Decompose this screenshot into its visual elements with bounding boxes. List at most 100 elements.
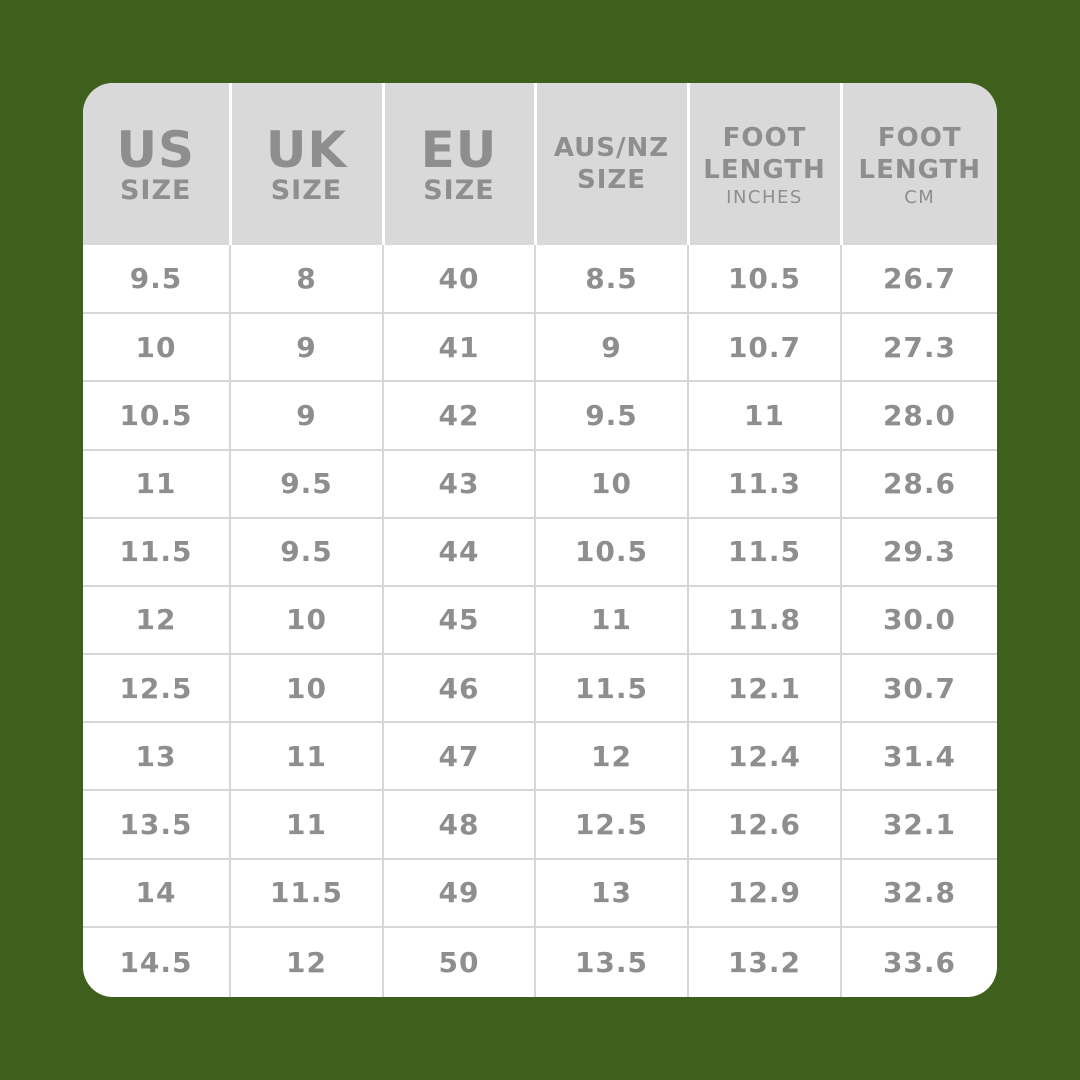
- header-cm-line1: FOOT: [877, 122, 962, 153]
- table-row: 13.5 11 48 12.5 12.6 32.1: [83, 790, 997, 860]
- cell-eu-size: 43: [383, 449, 536, 519]
- cell-us-size: 14.5: [83, 926, 231, 997]
- header-inches-line2: LENGTH: [703, 155, 826, 185]
- cell-eu-size: 41: [383, 313, 536, 383]
- cell-eu-size: 49: [383, 858, 536, 928]
- cell-foot-length-cm: 30.7: [841, 654, 997, 724]
- header-row: US SIZE UK SIZE EU SIZE AUS/NZ SIZE FOOT: [83, 83, 997, 245]
- header-uk-size: UK SIZE: [230, 83, 385, 245]
- header-eu-size: EU SIZE: [383, 83, 537, 245]
- cell-us-size: 11: [83, 449, 231, 519]
- cell-us-size: 12: [83, 585, 231, 656]
- table-row: 9.5 8 40 8.5 10.5 26.7: [83, 245, 997, 315]
- cell-aus-nz-size: 12.5: [535, 790, 689, 860]
- cell-foot-length-inches: 12.4: [688, 722, 842, 792]
- cell-us-size: 13: [83, 722, 231, 792]
- cell-uk-size: 10: [230, 585, 384, 656]
- header-us-size: US SIZE: [83, 83, 232, 245]
- header-uk-sublabel: SIZE: [270, 174, 343, 206]
- cell-aus-nz-size: 12: [535, 722, 689, 792]
- cell-aus-nz-size: 10.5: [535, 517, 689, 587]
- table-body: 9.5 8 40 8.5 10.5 26.7 10 9 41 9 10.7 27…: [83, 245, 997, 997]
- table-row: 10.5 9 42 9.5 11 28.0: [83, 381, 997, 451]
- cell-aus-nz-size: 13.5: [535, 926, 689, 997]
- cell-foot-length-cm: 27.3: [841, 313, 997, 383]
- header-inches-line1: FOOT: [722, 122, 807, 153]
- header-aus-nz-size: AUS/NZ SIZE: [535, 83, 690, 245]
- cell-foot-length-cm: 28.6: [841, 449, 997, 519]
- table-row: 13 11 47 12 12.4 31.4: [83, 722, 997, 792]
- cell-uk-size: 10: [230, 654, 384, 724]
- cell-uk-size: 11: [230, 722, 384, 792]
- cell-uk-size: 9.5: [230, 517, 384, 587]
- header-foot-length-cm: FOOT LENGTH CM: [841, 83, 997, 245]
- header-cm-unit: CM: [904, 186, 936, 208]
- cell-aus-nz-size: 11: [535, 585, 689, 656]
- cell-foot-length-inches: 11.3: [688, 449, 842, 519]
- cell-foot-length-cm: 32.1: [841, 790, 997, 860]
- cell-uk-size: 9: [230, 313, 384, 383]
- cell-foot-length-inches: 13.2: [688, 926, 842, 997]
- cell-foot-length-cm: 26.7: [841, 245, 997, 315]
- size-chart-table: US SIZE UK SIZE EU SIZE AUS/NZ SIZE FOOT: [83, 83, 997, 997]
- cell-foot-length-cm: 33.6: [882, 945, 957, 979]
- cell-eu-size: 46: [383, 654, 536, 724]
- header-foot-length-inches: FOOT LENGTH INCHES: [688, 83, 843, 245]
- cell-eu-size: 47: [383, 722, 536, 792]
- header-eu-sublabel: SIZE: [423, 174, 495, 206]
- header-us-sublabel: SIZE: [119, 174, 192, 206]
- header-aus-sublabel: SIZE: [576, 165, 646, 195]
- cell-us-size: 13.5: [83, 790, 231, 860]
- cell-eu-size: 40: [383, 245, 536, 315]
- cell-us-size: 9.5: [83, 245, 231, 315]
- header-us-label: US: [116, 120, 196, 179]
- cell-foot-length-inches: 12.6: [688, 790, 842, 860]
- cell-uk-size: 12: [230, 926, 384, 997]
- cell-foot-length-inches: 10.5: [688, 245, 842, 315]
- cell-foot-length-inches: 10.7: [688, 313, 842, 383]
- cell-foot-length-cm: 30.0: [841, 585, 997, 656]
- cell-foot-length-inches: 12.1: [688, 654, 842, 724]
- cell-eu-size: 48: [383, 790, 536, 860]
- cell-aus-nz-size: 11.5: [535, 654, 689, 724]
- cell-uk-size: 9: [230, 381, 384, 451]
- cell-uk-size: 11.5: [230, 858, 384, 928]
- cell-foot-length-inches: 11: [688, 381, 842, 451]
- cell-eu-size: 45: [383, 585, 536, 656]
- cell-aus-nz-size: 8.5: [535, 245, 689, 315]
- cell-foot-length-inches: 12.9: [688, 858, 842, 928]
- table-row: 10 9 41 9 10.7 27.3: [83, 313, 997, 383]
- header-aus-label: AUS/NZ: [553, 132, 670, 163]
- table-row: 11 9.5 43 10 11.3 28.6: [83, 449, 997, 519]
- cell-us-size: 14: [83, 858, 231, 928]
- header-cm-line2: LENGTH: [858, 155, 981, 185]
- cell-eu-size: 42: [383, 381, 536, 451]
- table-row: 12.5 10 46 11.5 12.1 30.7: [83, 654, 997, 724]
- header-eu-label: EU: [420, 120, 498, 179]
- cell-aus-nz-size: 9.5: [535, 381, 689, 451]
- cell-uk-size: 11: [230, 790, 384, 860]
- cell-aus-nz-size: 9: [535, 313, 689, 383]
- cell-foot-length-inches: 11.8: [688, 585, 842, 656]
- cell-us-size: 10.5: [83, 381, 231, 451]
- cell-us-size: 11.5: [83, 517, 231, 587]
- table-row: 14 11.5 49 13 12.9 32.8: [83, 858, 997, 928]
- table-row: 11.5 9.5 44 10.5 11.5 29.3: [83, 517, 997, 587]
- cell-uk-size: 9.5: [230, 449, 384, 519]
- cell-foot-length-cm: 29.3: [841, 517, 997, 587]
- cell-foot-length-cm: 32.8: [841, 858, 997, 928]
- cell-eu-size: 44: [383, 517, 536, 587]
- table-header: US SIZE UK SIZE EU SIZE AUS/NZ SIZE FOOT: [83, 83, 997, 245]
- cell-eu-size: 50: [383, 926, 536, 997]
- cell-foot-length-cm: 28.0: [841, 381, 997, 451]
- cell-us-size: 12.5: [83, 654, 231, 724]
- cell-aus-nz-size: 13: [535, 858, 689, 928]
- cell-us-size: 10: [83, 313, 231, 383]
- cell-foot-length-cm: 31.4: [841, 722, 997, 792]
- cell-aus-nz-size: 10: [535, 449, 689, 519]
- header-inches-unit: INCHES: [726, 186, 803, 208]
- size-chart-card: US SIZE UK SIZE EU SIZE AUS/NZ SIZE FOOT: [83, 83, 997, 997]
- table-row: 12 10 45 11 11.8 30.0: [83, 585, 997, 656]
- cell-foot-length-inches: 11.5: [688, 517, 842, 587]
- cell-uk-size: 8: [230, 245, 384, 315]
